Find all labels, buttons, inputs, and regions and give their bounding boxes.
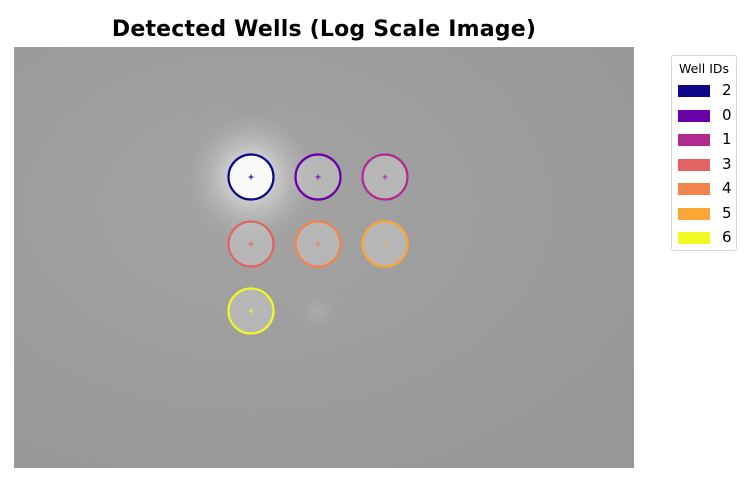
well-center-marker bbox=[248, 174, 254, 180]
legend-label: 5 bbox=[722, 203, 732, 222]
legend-item: 5 bbox=[678, 203, 734, 223]
legend-swatch bbox=[678, 207, 710, 220]
well-3 bbox=[227, 220, 275, 268]
legend-label: 0 bbox=[722, 105, 732, 124]
well-center-marker bbox=[248, 308, 254, 314]
legend: Well IDs 2 0 1 3 4 5 6 bbox=[671, 55, 737, 251]
legend-item: 0 bbox=[678, 105, 734, 125]
well-center-marker bbox=[315, 174, 321, 180]
well-circle bbox=[294, 220, 342, 268]
faint-spot bbox=[292, 285, 344, 337]
well-circle bbox=[227, 153, 275, 201]
legend-label: 1 bbox=[722, 130, 732, 148]
well-center-marker bbox=[382, 241, 388, 247]
well-circle bbox=[227, 287, 275, 335]
legend-item: 6 bbox=[678, 228, 734, 247]
well-0 bbox=[294, 153, 342, 201]
legend-title: Well IDs bbox=[678, 61, 730, 76]
legend-item: 2 bbox=[678, 81, 734, 100]
legend-item: 1 bbox=[678, 130, 734, 149]
well-center-marker bbox=[248, 241, 254, 247]
legend-swatch bbox=[678, 183, 710, 195]
legend-label: 3 bbox=[722, 154, 732, 173]
well-image-plot bbox=[14, 47, 634, 468]
well-circle bbox=[361, 220, 409, 268]
well-circle bbox=[294, 153, 342, 201]
well-center-marker bbox=[382, 174, 388, 180]
well-circle bbox=[361, 153, 409, 201]
legend-label: 2 bbox=[722, 81, 732, 99]
legend-label: 6 bbox=[722, 228, 732, 246]
well-4 bbox=[294, 220, 342, 268]
legend-item: 3 bbox=[678, 154, 734, 174]
well-circle bbox=[227, 220, 275, 268]
legend-swatch bbox=[678, 134, 710, 146]
well-2 bbox=[227, 153, 275, 201]
legend-item: 4 bbox=[678, 179, 734, 198]
legend-swatch bbox=[678, 85, 710, 97]
well-1 bbox=[361, 153, 409, 201]
well-5 bbox=[361, 220, 409, 268]
legend-swatch bbox=[678, 109, 710, 122]
well-6 bbox=[227, 287, 275, 335]
well-center-marker bbox=[315, 241, 321, 247]
legend-label: 4 bbox=[722, 179, 732, 197]
legend-swatch bbox=[678, 158, 710, 171]
chart-title: Detected Wells (Log Scale Image) bbox=[111, 17, 537, 42]
legend-swatch bbox=[678, 232, 710, 244]
